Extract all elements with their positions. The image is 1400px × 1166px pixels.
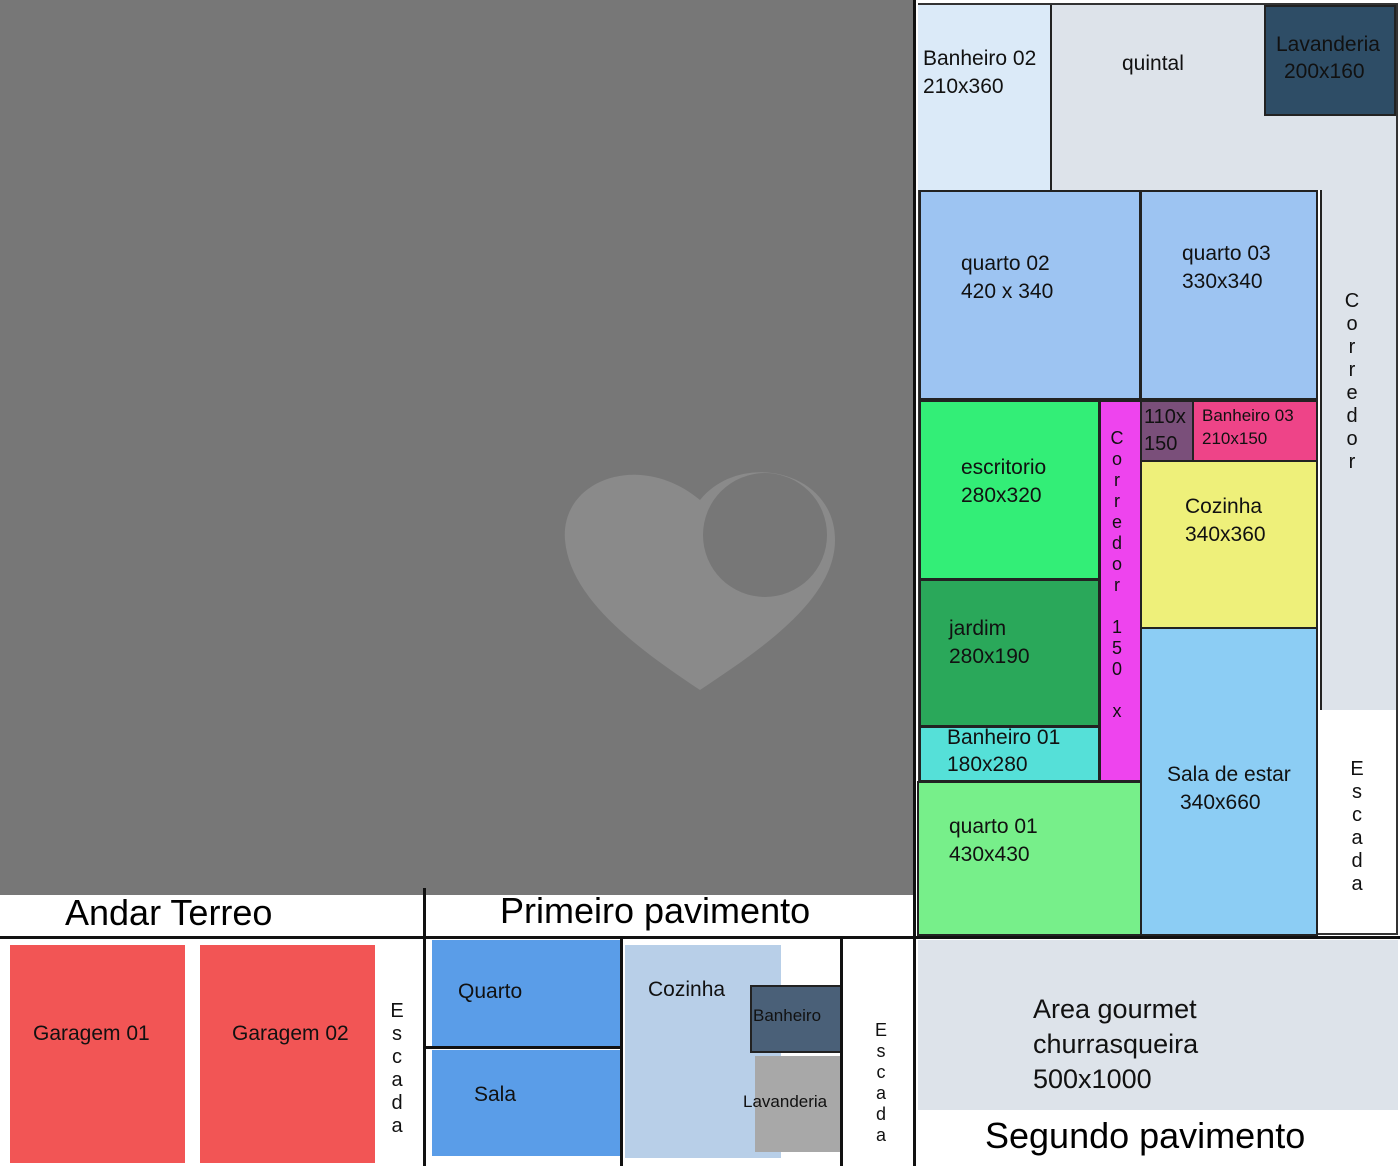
room: Banheiro [750,985,842,1053]
room: 110x 150 [1140,400,1194,462]
room: quarto 03 330x340 [1140,190,1318,400]
room: Lavanderia [743,1056,841,1152]
room: Lavanderia 200x160 [1264,5,1396,116]
room-label: quarto 01 [949,815,1038,838]
room-label: 150 [1144,433,1178,455]
room: Quarto [432,940,620,1046]
room-label: 420 x 340 [961,280,1054,303]
room-label: Quarto [458,980,523,1003]
room-label: Escada [1346,758,1368,896]
room-label: 500x1000 [1033,1064,1152,1094]
divider [423,888,426,1166]
floor-label: Primeiro pavimento [500,890,811,931]
room: quarto 01 430x430 [917,781,1142,936]
room-label: 340x360 [1185,523,1266,546]
divider [620,938,623,1166]
corridor [1320,190,1396,710]
room: Area gourmet churrasqueira 500x1000 [918,940,1398,1110]
room: Garagem 01 [10,945,185,1163]
room: jardim 280x190 [919,579,1100,727]
room-label: 180x280 [947,753,1028,776]
room-label: Banheiro 03 [1202,406,1294,425]
room-label: escritorio [961,456,1047,479]
room-label: Lavanderia [1276,33,1380,56]
floor-label: Andar Terreo [65,892,273,933]
room-label: 210x360 [923,75,1004,98]
watermark [564,472,835,690]
room: Banheiro 02 210x360 [918,5,1050,190]
room: Sala de estar 340x660 [1140,627,1318,936]
room-label: 280x320 [961,484,1042,507]
room-label: Lavanderia [743,1092,828,1111]
room-label: 110x [1144,406,1186,428]
room: Cozinha 340x360 [1140,460,1318,629]
room-label: Corredor 150 x [1107,428,1127,722]
room-label: Sala de estar [1167,763,1291,786]
room-label: churrasqueira [1033,1029,1199,1059]
room: Sala [432,1050,620,1156]
room: Banheiro 01 180x280 [919,726,1100,782]
room-label: Corredor [1341,290,1363,474]
room-label: Garagem 01 [33,1022,150,1045]
divider [426,1046,622,1049]
room-label: 210x150 [1202,429,1268,448]
room: Banheiro 03 210x150 [1192,400,1318,462]
room-label: quarto 02 [961,252,1050,275]
room: Garagem 02 [200,945,375,1163]
room-label: jardim [949,617,1007,640]
gray-area [0,0,915,895]
room-label: quintal [1122,52,1184,75]
room-label: Banheiro [753,1006,822,1025]
room-label: Cozinha [1185,495,1263,518]
room-label: 340x660 [1180,791,1261,814]
room-label: quarto 03 [1182,242,1271,265]
room-label: Garagem 02 [232,1022,349,1045]
room-label: Banheiro 02 [923,47,1037,70]
room-label: Sala [474,1083,517,1106]
room-label: Area gourmet [1033,994,1197,1024]
room-label: 330x340 [1182,270,1263,293]
divider [840,938,843,1166]
room: escritorio 280x320 [919,400,1100,580]
room: quarto 02 420 x 340 [919,190,1141,400]
room-label: 200x160 [1284,60,1365,83]
room-label: 280x190 [949,645,1030,668]
floor-label: Segundo pavimento [985,1115,1306,1156]
divider [913,0,916,1166]
room-label: Escada [871,1020,891,1146]
room-label: Cozinha [648,978,726,1001]
room-label: 430x430 [949,843,1030,866]
divider [0,936,1400,939]
room-label: Banheiro 01 [947,726,1061,749]
room-label: Escada [386,1000,408,1138]
